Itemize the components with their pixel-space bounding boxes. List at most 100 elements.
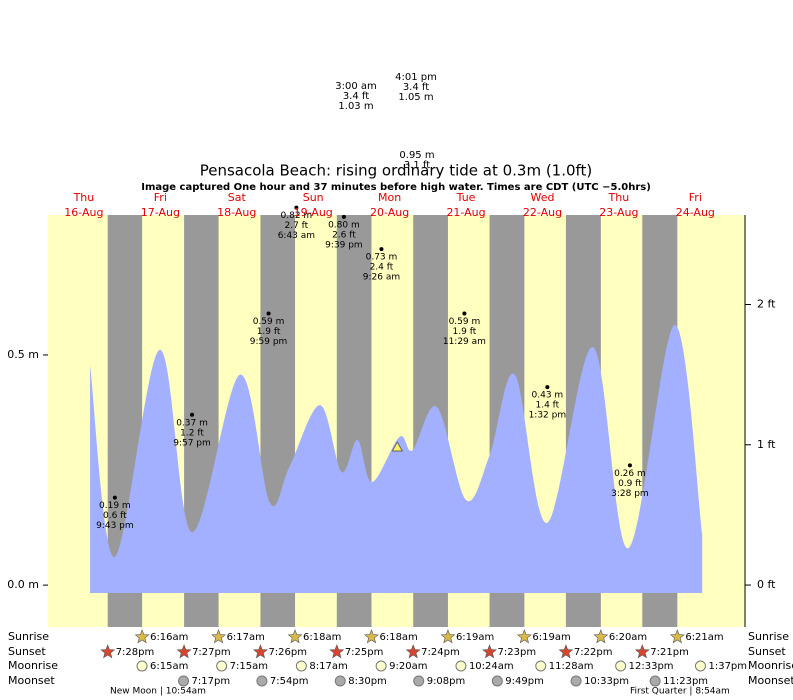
offscale-label: 3.4 ft xyxy=(403,82,429,93)
offscale-label: 3.4 ft xyxy=(343,91,369,102)
star-icon xyxy=(211,629,227,644)
day-name: Tue xyxy=(456,191,476,204)
star-icon xyxy=(176,644,192,659)
y-tick-label: 0.0 m xyxy=(7,578,39,591)
row-time: 7:27pm xyxy=(192,647,231,658)
row-time: 10:24am xyxy=(469,661,514,672)
row-time: 6:18am xyxy=(379,632,417,643)
row-time: 6:16am xyxy=(150,632,188,643)
chart-title: Pensacola Beach: rising ordinary tide at… xyxy=(200,162,593,180)
offscale-label: 3:00 am xyxy=(335,81,377,92)
row-time: 9:08pm xyxy=(427,676,466,687)
extreme-dot xyxy=(341,214,346,219)
day-name: Fri xyxy=(689,191,702,204)
offscale-label: 1.03 m xyxy=(338,101,373,112)
moonrise-icon xyxy=(455,660,467,672)
row-label: Sunset xyxy=(748,645,786,658)
extreme-time: 9:57 pm xyxy=(173,438,211,448)
row-time: 6:21am xyxy=(685,632,723,643)
star-icon xyxy=(100,644,116,659)
row-time: 6:15am xyxy=(150,661,188,672)
row-label: Sunrise xyxy=(8,630,49,643)
extreme-label: 0.59 m xyxy=(449,317,481,327)
row-time: 8:17am xyxy=(309,661,347,672)
row-time: 7:22pm xyxy=(574,647,613,658)
row-time: 9:20am xyxy=(389,661,427,672)
extreme-time: 9:39 pm xyxy=(325,240,363,250)
star-icon xyxy=(634,644,650,659)
row-label: Sunset xyxy=(8,645,46,658)
row-time: 8:30pm xyxy=(348,676,387,687)
offscale-label: 0.95 m xyxy=(399,150,434,161)
extreme-label: 0.80 m xyxy=(328,220,360,230)
star-icon xyxy=(669,629,685,644)
moonset-icon xyxy=(413,675,425,687)
moonrise-icon xyxy=(615,660,627,672)
extreme-feet: 1.9 ft xyxy=(257,327,281,337)
extreme-time: 11:29 am xyxy=(443,337,486,347)
row-time: 6:17am xyxy=(227,632,265,643)
day-date: 20-Aug xyxy=(370,206,409,219)
extreme-label: 0.59 m xyxy=(253,317,285,327)
row-time: 10:33pm xyxy=(584,676,629,687)
offscale-label: 1.05 m xyxy=(398,92,433,103)
row-time: 6:20am xyxy=(609,632,647,643)
day-date: 18-Aug xyxy=(217,206,256,219)
row-label: Moonset xyxy=(748,674,793,687)
current-marker xyxy=(391,440,404,452)
row-time: 7:26pm xyxy=(268,647,307,658)
y2-tick-label: 1 ft xyxy=(757,438,776,451)
y2-tick-label: 0 ft xyxy=(757,578,776,591)
moonrise-icon xyxy=(535,660,547,672)
moonrise-icon xyxy=(295,660,307,672)
row-label: Moonrise xyxy=(8,659,58,672)
extreme-time: 1:32 pm xyxy=(529,411,567,421)
extreme-label: 0.73 m xyxy=(366,253,398,263)
extreme-time: 6:43 am xyxy=(278,231,315,241)
star-icon xyxy=(558,644,574,659)
moonset-icon xyxy=(570,675,582,687)
extreme-dot xyxy=(462,311,467,316)
extreme-label: 0.37 m xyxy=(176,418,208,428)
row-time: 6:19am xyxy=(456,632,494,643)
row-time: 7:23pm xyxy=(498,647,537,658)
extreme-dot xyxy=(266,311,271,316)
extreme-time: 9:59 pm xyxy=(250,337,288,347)
extreme-feet: 1.4 ft xyxy=(535,401,559,411)
tide-area xyxy=(90,324,703,593)
row-time: 11:23pm xyxy=(663,676,708,687)
day-name: Thu xyxy=(73,191,95,204)
extreme-dot xyxy=(294,205,299,210)
day-name: Thu xyxy=(608,191,630,204)
row-time: 6:18am xyxy=(303,632,341,643)
y2-tick-label: 2 ft xyxy=(757,297,776,310)
day-date: 22-Aug xyxy=(523,206,562,219)
moon-phase: New Moon | 10:54am xyxy=(110,687,206,697)
row-time: 7:15am xyxy=(230,661,268,672)
y-tick-label: 0.5 m xyxy=(7,348,39,361)
day-name: Sun xyxy=(303,191,324,204)
extreme-feet: 2.7 ft xyxy=(285,221,309,231)
star-icon xyxy=(252,644,268,659)
row-label: Sunrise xyxy=(748,630,789,643)
day-name: Fri xyxy=(154,191,167,204)
moonrise-icon xyxy=(375,660,387,672)
row-label: Moonrise xyxy=(748,659,793,672)
extreme-label: 0.26 m xyxy=(614,469,646,479)
offscale-label: 4:01 pm xyxy=(395,72,437,83)
star-icon xyxy=(364,629,379,644)
extreme-dot xyxy=(379,247,384,252)
chart-subtitle: Image captured One hour and 37 minutes b… xyxy=(141,182,651,193)
day-date: 19-Aug xyxy=(294,206,333,219)
day-name: Mon xyxy=(378,191,401,204)
extreme-feet: 0.9 ft xyxy=(618,479,642,489)
star-icon xyxy=(287,629,303,644)
row-time: 11:28am xyxy=(549,661,594,672)
day-date: 21-Aug xyxy=(446,206,485,219)
extreme-feet: 1.2 ft xyxy=(180,428,204,438)
extreme-label: 0.82 m xyxy=(281,211,313,221)
star-icon xyxy=(516,629,532,644)
star-icon xyxy=(405,644,421,659)
extreme-time: 3:28 pm xyxy=(611,489,649,499)
